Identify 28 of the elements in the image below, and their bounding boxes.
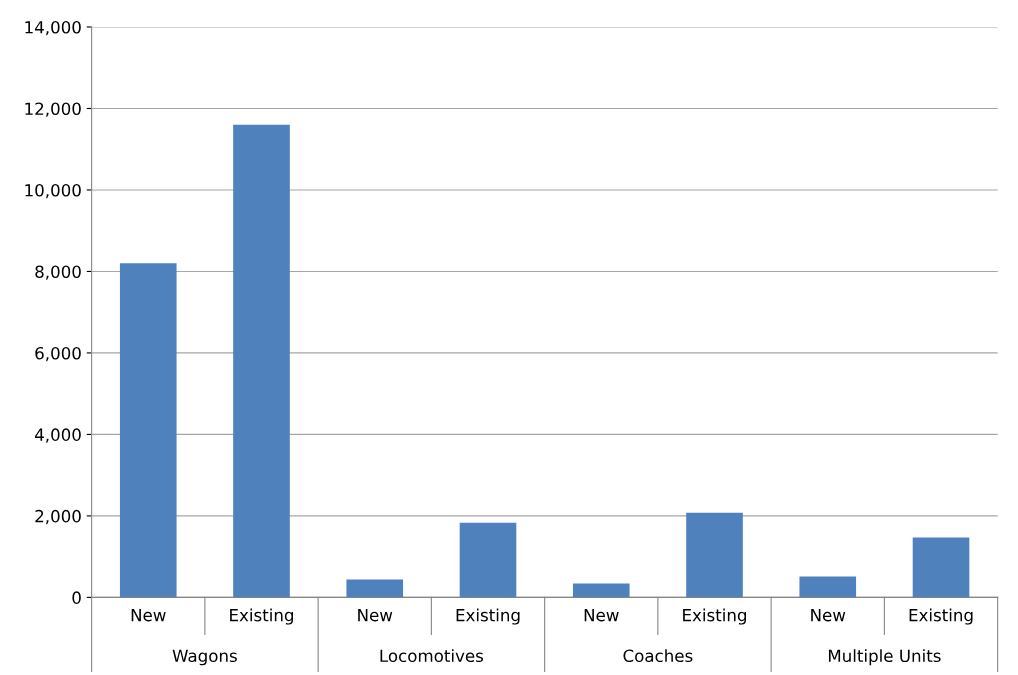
- y-tick-label: 12,000: [25, 102, 81, 117]
- text: Locomotives: [380, 649, 484, 663]
- text: Wagons: [172, 649, 237, 666]
- bar: [572, 583, 630, 598]
- x-tick-label: New: [131, 609, 166, 622]
- bar: [459, 522, 517, 598]
- x-tick-label: New: [811, 609, 846, 622]
- bar: [119, 263, 177, 598]
- bar: [799, 576, 857, 598]
- bar: [233, 124, 290, 598]
- text: Coaches: [623, 649, 693, 663]
- bar: [346, 579, 404, 598]
- y-tick-label: 10,000: [25, 183, 81, 199]
- y-tick-label: 14,000: [25, 20, 81, 36]
- bar: [912, 537, 970, 598]
- text: Multiple Units: [828, 649, 941, 666]
- y-tick-label: 6,000: [35, 346, 81, 362]
- x-tick-label: Existing: [230, 608, 293, 625]
- bar: [686, 512, 743, 598]
- x-tick-label: New: [358, 609, 393, 622]
- x-tick-label: Existing: [456, 608, 520, 625]
- y-tick-label: 4,000: [35, 428, 81, 443]
- y-tick-label: 2,000: [35, 509, 81, 525]
- y-tick-label: 8,000: [35, 265, 81, 280]
- x-tick-label: New: [584, 609, 619, 622]
- y-tick-label: 0: [72, 591, 81, 604]
- x-tick-label: Existing: [683, 608, 746, 625]
- x-tick-label: Existing: [909, 608, 973, 625]
